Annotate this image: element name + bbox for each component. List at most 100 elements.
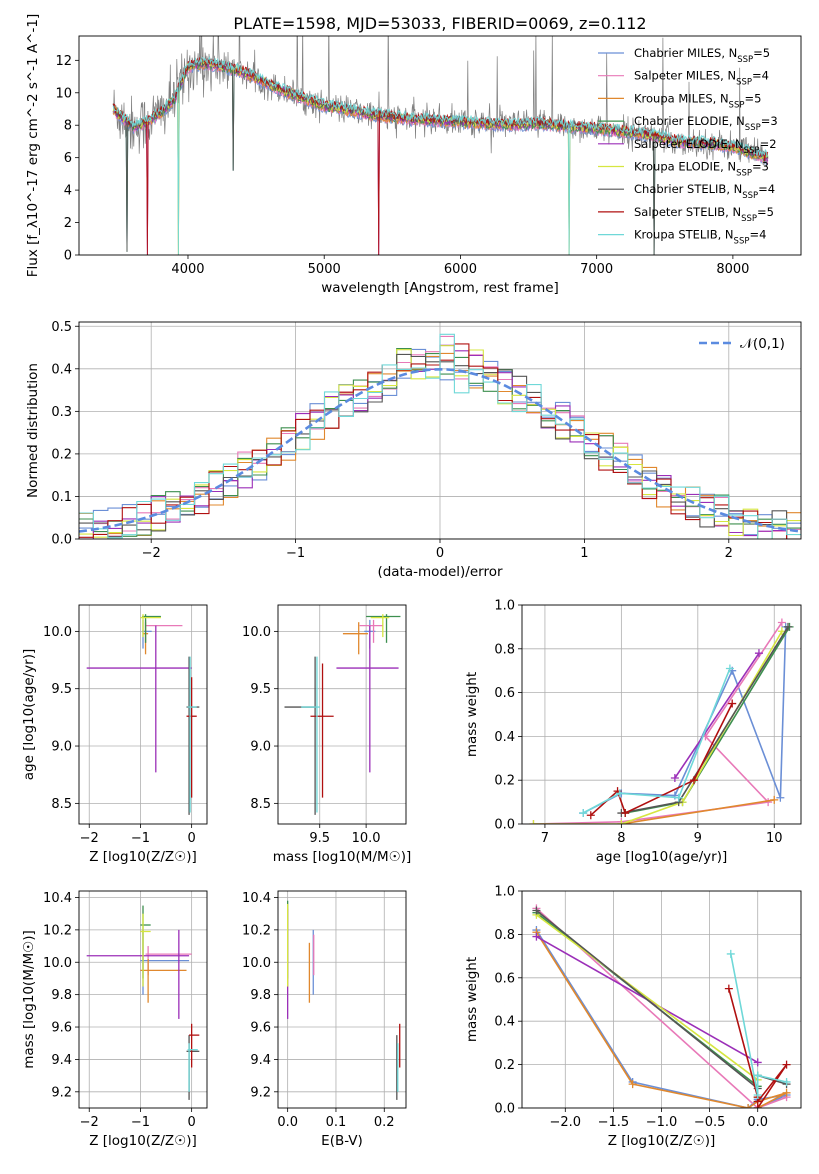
weight-marker [529, 820, 538, 824]
y-tick-label: 0.1 [51, 490, 72, 505]
y-tick-label: 9.8 [250, 988, 271, 1003]
x-tick-label: 0.0 [747, 1115, 768, 1130]
y-tick-label: 9.0 [51, 740, 72, 755]
x-tick-label: 5000 [308, 262, 341, 277]
x-axis-label: mass [log10(M/M☉)] [273, 849, 412, 865]
axes-frame [521, 604, 802, 825]
y-tick-label: 10.2 [43, 923, 72, 938]
x-tick-label: 0 [187, 831, 195, 846]
legend-label: Chabrier MILES, NSSP=5 [634, 46, 770, 65]
weight-line-kroupa-stelib [582, 668, 731, 814]
weight-line-kroupa-miles [535, 931, 787, 1108]
y-tick-label: 8.5 [51, 797, 72, 812]
plot-area [522, 891, 801, 1108]
weight-marker [782, 1077, 791, 1086]
y-tick-label: 8 [64, 119, 72, 134]
errorbar-point [370, 614, 390, 638]
x-tick-label: −1 [131, 1115, 150, 1130]
panel-residuals: −2 −1 0 1 2 0.0 0.1 0.2 0.3 0.4 0.5 (data-model)/er… [25, 320, 802, 580]
x-tick-label: 9 [694, 831, 702, 846]
x-tick-label: 0.0 [277, 1115, 298, 1130]
y-tick-label: 1.0 [494, 885, 515, 900]
y-tick-label: 6 [64, 151, 72, 166]
errorbar-point [187, 656, 197, 813]
weight-marker [532, 906, 541, 915]
axes-frame [277, 604, 407, 825]
y-tick-label: 9.0 [250, 740, 271, 755]
x-tick-label: −1 [286, 546, 305, 561]
weight-marker [689, 776, 698, 785]
panel-mass_vs_Z: −2 −1 0 9.2 9.4 9.6 9.8 10.0 10.2 10.4 Z [log10(Z/… [21, 890, 208, 1149]
y-tick-label: 12 [55, 54, 72, 69]
y-tick-label: 9.2 [51, 1085, 72, 1100]
x-tick-label: 6000 [444, 262, 477, 277]
x-tick-label: −2 [80, 831, 99, 846]
panel-age_vs_mass: 9.5 10.0 8.5 9.0 9.5 10.0 mass [log10(M/M☉)] [242, 604, 412, 865]
x-tick-label: 0.2 [374, 1115, 395, 1130]
x-tick-label: −1.0 [646, 1115, 678, 1130]
x-tick-label: −1 [131, 831, 150, 846]
y-tick-label: 0.0 [494, 818, 515, 833]
weight-line-kroupa-miles [621, 799, 775, 824]
weight-marker [784, 622, 793, 631]
errorbar-point [86, 929, 190, 1019]
y-axis-label: Normed distribution [25, 363, 41, 498]
x-tick-label: −2 [80, 1115, 99, 1130]
hist-kroupa-stelib [79, 333, 801, 539]
y-tick-label: 10.4 [43, 891, 72, 906]
x-tick-label: 8 [617, 831, 625, 846]
x-axis-label: Z [log10(Z/Z☉)] [89, 849, 197, 865]
y-tick-label: 0.4 [494, 730, 515, 745]
weight-marker [674, 793, 683, 802]
weight-marker [628, 1080, 637, 1089]
legend-label: Kroupa MILES, NSSP=5 [634, 91, 761, 110]
x-axis-label: Z [log10(Z/Z☉)] [608, 1133, 716, 1149]
y-tick-label: 9.5 [51, 682, 72, 697]
y-tick-label: 0.5 [51, 320, 72, 335]
x-tick-label: 0 [436, 546, 444, 561]
panel-mass_weight_vs_age: 7 8 9 10 0.0 0.2 0.4 0.6 0.8 1.0 age [log10(age/yr… [464, 599, 802, 865]
y-tick-label: 10.2 [242, 923, 271, 938]
weight-marker [579, 809, 588, 818]
errorbar-point [141, 614, 161, 643]
y-tick-label: 9.4 [250, 1053, 271, 1068]
weight-marker [770, 795, 779, 804]
x-axis-label: (data-model)/error [377, 564, 503, 580]
normal-reference-curve [79, 367, 801, 533]
y-tick-label: 0 [64, 249, 72, 264]
x-tick-label: −1.5 [598, 1115, 630, 1130]
legend-label: Salpeter ELODIE, NSSP=2 [634, 137, 777, 156]
x-tick-label: 4000 [171, 262, 204, 277]
weight-marker [725, 664, 734, 673]
weight-marker [728, 699, 737, 708]
series-model-kroupa-stelib [112, 56, 769, 255]
legend-label: Chabrier STELIB, NSSP=4 [634, 182, 775, 201]
x-tick-label: 9.5 [309, 831, 330, 846]
x-tick-label: 10 [766, 831, 783, 846]
y-tick-label: 10.0 [242, 625, 271, 640]
y-tick-label: 0.0 [494, 1102, 515, 1117]
y-tick-label: 10.0 [43, 956, 72, 971]
y-axis-label: mass weight [464, 957, 480, 1042]
weight-marker [754, 649, 763, 658]
errorbar-point [140, 614, 161, 638]
series-model-salpeter-stelib [112, 56, 769, 255]
plot-area [112, 36, 769, 255]
legend-label: Salpeter MILES, NSSP=4 [634, 69, 769, 88]
plot-area [79, 891, 207, 1108]
axes-frame [78, 890, 208, 1109]
weight-marker [782, 1088, 791, 1097]
y-tick-label: 8.5 [250, 797, 271, 812]
y-axis-label: mass [log10(M/M☉)] [21, 930, 37, 1069]
x-tick-label: 0 [187, 1115, 195, 1130]
weight-marker [753, 1104, 762, 1108]
weight-marker [586, 811, 595, 820]
weight-line-chabrier-stelib [621, 626, 789, 814]
axes-frame [78, 321, 802, 540]
weight-marker [617, 820, 626, 824]
y-axis-label: age [log10(age/yr)] [21, 649, 37, 781]
panel-mass_weight_vs_Z: −2.0 −1.5 −1.0 −0.5 0.0 0.0 0.2 0.4 0.6 0.8 1.0 Z [… [464, 885, 802, 1149]
weight-marker [724, 984, 733, 993]
y-tick-label: 9.4 [51, 1053, 72, 1068]
y-tick-label: 9.2 [250, 1085, 271, 1100]
